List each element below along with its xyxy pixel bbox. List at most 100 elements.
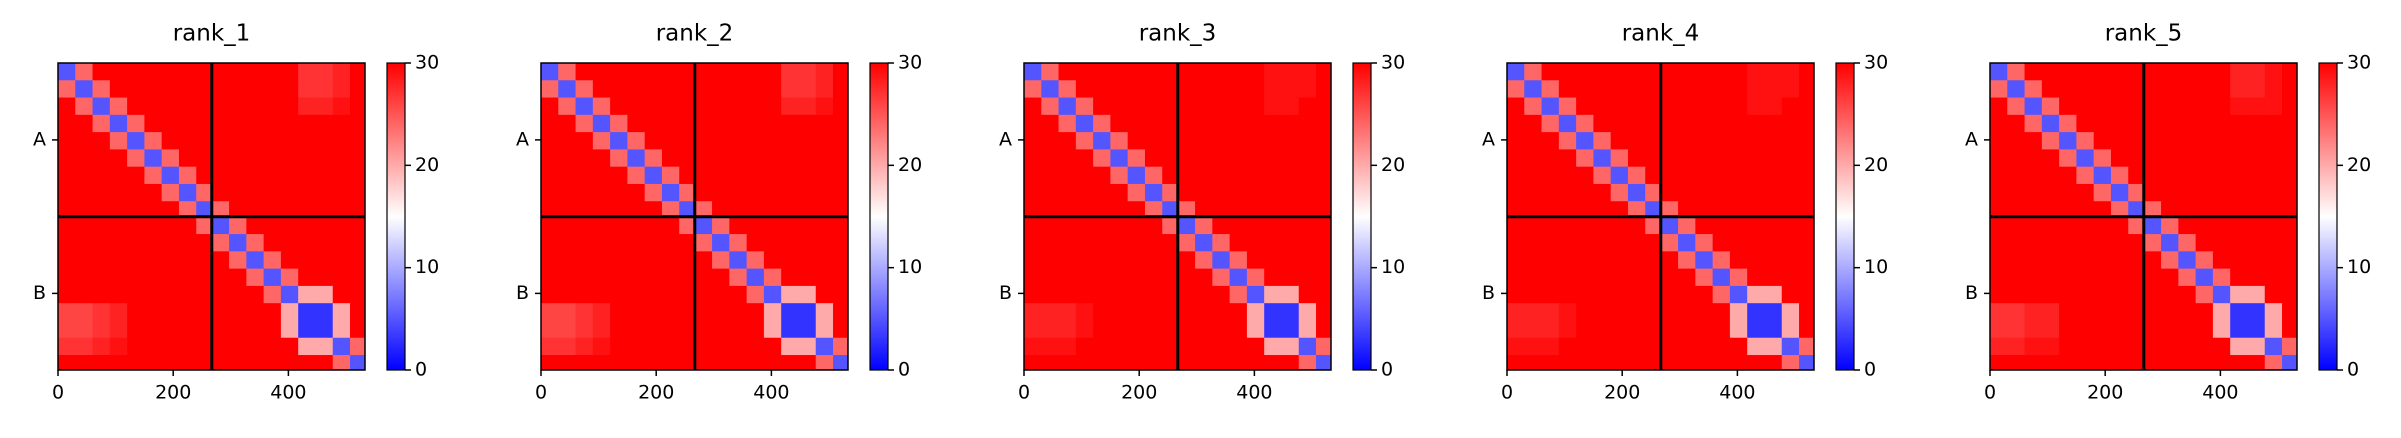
heatmap-cell [592,355,611,371]
heatmap-cell [1729,285,1748,304]
heatmap-cell [1645,285,1662,304]
heatmap-cell [127,355,145,371]
heatmap-cell [1576,234,1594,252]
heatmap-cell [2024,216,2043,235]
heatmap-cell [2024,63,2043,81]
heatmap-cell [627,251,646,270]
heatmap-cell [1162,355,1179,371]
heatmap-cell [1093,183,1111,202]
heatmap-cell [1747,320,1765,339]
heatmap-cell [315,132,334,150]
heatmap-cell [280,114,299,133]
heatmap-cell [1110,132,1129,150]
heatmap-cell [1747,268,1765,287]
heatmap-cell [1058,201,1077,218]
heatmap-cell [679,183,696,202]
heatmap-cell [178,114,197,133]
heatmap-cell [592,251,611,270]
heatmap-cell [1281,80,1300,99]
heatmap-cell [833,216,849,235]
heatmap-cell [644,251,663,270]
heatmap-cell [2128,268,2145,287]
heatmap-cell [2161,337,2179,356]
heatmap-cell [1695,234,1714,252]
heatmap-cell [1041,320,1060,339]
heatmap-cell [280,268,299,287]
heatmap-cell [2059,355,2077,371]
heatmap-cell [694,355,713,371]
heatmap-cell [1627,234,1646,252]
heatmap-cell [350,285,366,304]
heatmap-cell [798,63,817,81]
heatmap-cell [627,166,646,185]
heatmap-cell [75,183,94,202]
heatmap-cell [280,216,299,235]
heatmap-cell [229,337,247,356]
heatmap-cell [1764,251,1783,270]
y-tick-label: B [516,282,529,304]
heatmap-cell [1593,97,1612,116]
heatmap-cell [332,251,351,270]
heatmap-cell [161,320,180,339]
heatmap-cell [712,166,730,185]
heatmap-cell [332,201,351,218]
heatmap-cell [229,132,247,150]
heatmap-cell [1712,216,1731,235]
heatmap-cell [2024,337,2043,356]
heatmap-cell [2110,251,2129,270]
heatmap-cell [315,183,334,202]
heatmap-cell [1507,303,1525,321]
heatmap-cell [1678,303,1696,321]
heatmap-cell [2178,201,2197,218]
heatmap-cell [178,183,197,202]
heatmap-cell [2007,268,2026,287]
heatmap-cell [1729,183,1748,202]
heatmap-cell [1576,183,1594,202]
heatmap-cell [144,303,163,321]
heatmap-cell [1075,234,1094,252]
heatmap-cell [2178,132,2197,150]
heatmap-cell [558,63,577,81]
heatmap-cell [2007,355,2026,371]
heatmap-cell [1764,132,1783,150]
heatmap-cell [1507,268,1525,287]
heatmap-cell [2110,201,2129,218]
heatmap-cell [746,80,765,99]
heatmap-cell [2093,337,2112,356]
heatmap-cell [2110,132,2129,150]
heatmap-cell [1645,201,1662,218]
heatmap-cell [280,234,299,252]
heatmap-cell [1507,166,1525,185]
heatmap-cell [2076,285,2095,304]
heatmap-cell [2143,166,2162,185]
heatmap-cell [58,337,76,356]
heatmap-cell [229,166,247,185]
heatmap-cell [298,337,316,356]
heatmap-cell [746,201,765,218]
heatmap-cell [661,303,680,321]
heatmap-cell [746,166,765,185]
heatmap-cell [280,149,299,168]
heatmap-cell [1144,80,1163,99]
heatmap-cell [1799,234,1815,252]
heatmap-cell [332,234,351,252]
heatmap-cell [280,132,299,150]
heatmap-cell [1298,97,1317,116]
heatmap-cell [211,149,230,168]
heatmap-cell [161,149,180,168]
heatmap-cell [1246,285,1265,304]
heatmap-cell [2128,303,2145,321]
heatmap-cell [298,268,316,287]
heatmap-cell [1764,234,1783,252]
heatmap-cell [1075,97,1094,116]
heatmap-cell [332,149,351,168]
heatmap-cell [2059,320,2077,339]
heatmap-cell [592,303,611,321]
panel-title: rank_5 [2105,21,2183,47]
heatmap-cell [144,216,163,235]
heatmap-cell [1799,132,1815,150]
heatmap-cell [196,234,213,252]
heatmap-cell [2230,166,2248,185]
heatmap-cell [1781,149,1800,168]
heatmap-cell [1246,80,1265,99]
